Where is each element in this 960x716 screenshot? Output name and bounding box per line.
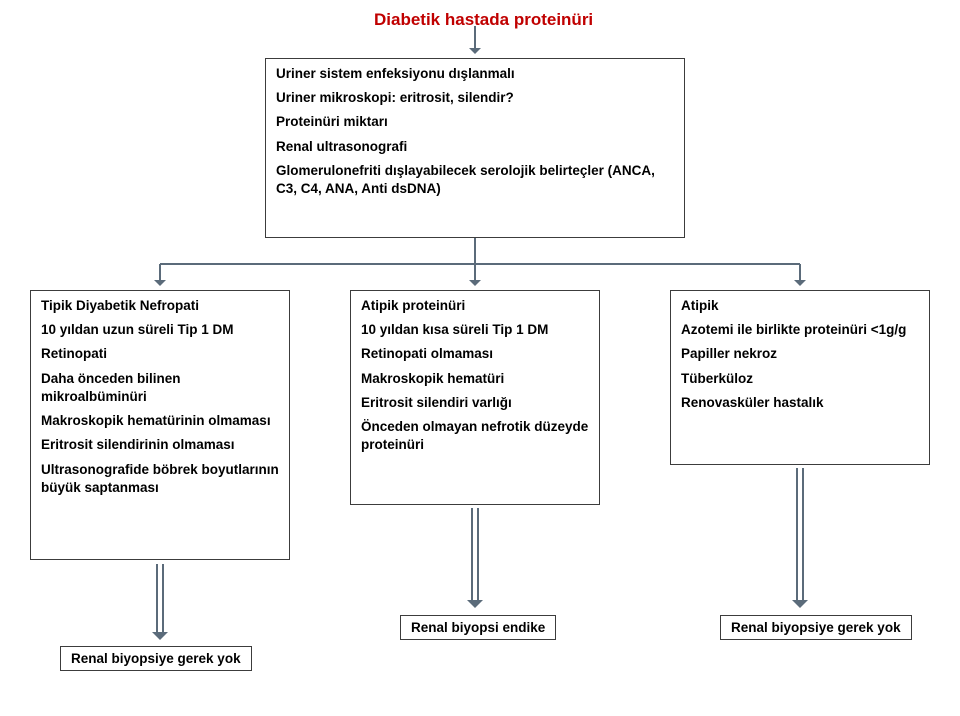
connectors bbox=[0, 0, 960, 716]
flowchart-page: { "title": { "text": "Diabetik hastada p… bbox=[0, 0, 960, 716]
